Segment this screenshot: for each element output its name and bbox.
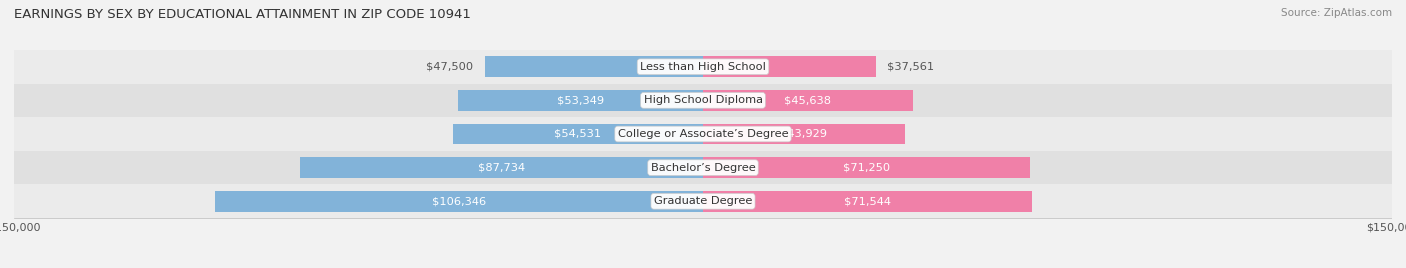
Text: $47,500: $47,500 bbox=[426, 62, 474, 72]
Bar bbox=[458, 90, 703, 111]
Text: $71,544: $71,544 bbox=[844, 196, 891, 206]
Bar bbox=[703, 124, 905, 144]
Bar bbox=[485, 56, 703, 77]
Text: College or Associate’s Degree: College or Associate’s Degree bbox=[617, 129, 789, 139]
Text: $37,561: $37,561 bbox=[887, 62, 934, 72]
Text: Less than High School: Less than High School bbox=[640, 62, 766, 72]
Bar bbox=[703, 157, 1031, 178]
Text: $87,734: $87,734 bbox=[478, 163, 524, 173]
Bar bbox=[14, 84, 1392, 117]
Bar bbox=[14, 50, 1392, 84]
Bar bbox=[703, 56, 876, 77]
Text: EARNINGS BY SEX BY EDUCATIONAL ATTAINMENT IN ZIP CODE 10941: EARNINGS BY SEX BY EDUCATIONAL ATTAINMEN… bbox=[14, 8, 471, 21]
Text: Graduate Degree: Graduate Degree bbox=[654, 196, 752, 206]
Text: $45,638: $45,638 bbox=[785, 95, 831, 105]
Text: $71,250: $71,250 bbox=[844, 163, 890, 173]
Bar bbox=[215, 191, 703, 212]
Bar bbox=[299, 157, 703, 178]
Bar bbox=[703, 90, 912, 111]
Text: $54,531: $54,531 bbox=[554, 129, 602, 139]
Bar bbox=[703, 191, 1032, 212]
Bar bbox=[14, 184, 1392, 218]
Text: $106,346: $106,346 bbox=[432, 196, 486, 206]
Bar bbox=[14, 117, 1392, 151]
Bar bbox=[453, 124, 703, 144]
Text: High School Diploma: High School Diploma bbox=[644, 95, 762, 105]
Text: $43,929: $43,929 bbox=[780, 129, 827, 139]
Bar bbox=[14, 151, 1392, 184]
Text: $53,349: $53,349 bbox=[557, 95, 605, 105]
Text: Bachelor’s Degree: Bachelor’s Degree bbox=[651, 163, 755, 173]
Text: Source: ZipAtlas.com: Source: ZipAtlas.com bbox=[1281, 8, 1392, 18]
